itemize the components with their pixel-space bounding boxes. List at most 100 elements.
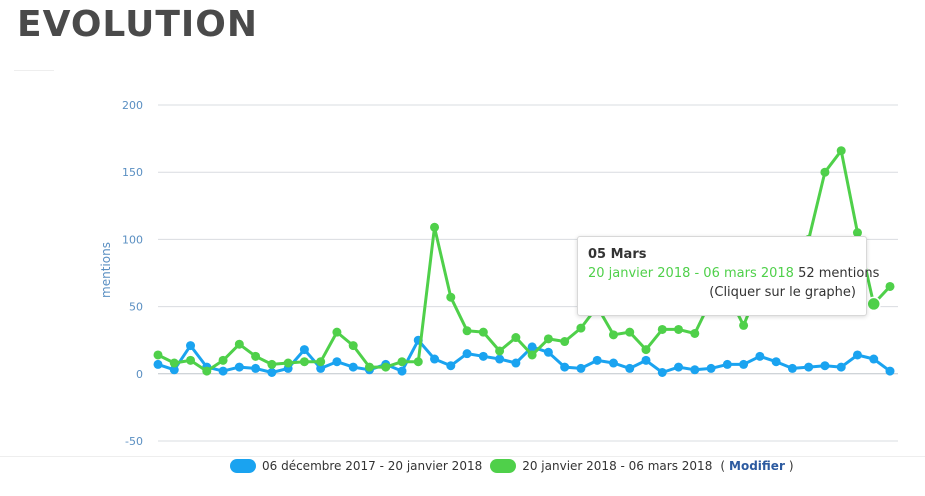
data-point-series-2[interactable] — [820, 167, 830, 177]
y-tick-label: -50 — [125, 435, 143, 448]
data-point-series-2[interactable] — [511, 333, 521, 343]
data-point-series-1[interactable] — [186, 341, 196, 351]
legend-item-period-2[interactable]: 20 janvier 2018 - 06 mars 2018 — [490, 459, 712, 473]
data-point-series-2[interactable] — [446, 292, 456, 302]
data-point-series-2[interactable] — [397, 357, 407, 367]
data-point-series-2[interactable] — [251, 351, 261, 361]
data-point-series-1[interactable] — [771, 357, 781, 367]
data-point-series-1[interactable] — [722, 359, 732, 369]
evolution-line-chart[interactable]: 200 150 100 50 0 -50 mentions — [0, 0, 925, 456]
data-point-series-2[interactable] — [657, 324, 667, 334]
data-point-series-2[interactable] — [674, 324, 684, 334]
data-point-series-1[interactable] — [592, 355, 602, 365]
data-point-series-2[interactable] — [348, 341, 358, 351]
y-tick-label: 50 — [129, 301, 143, 314]
data-point-series-2[interactable] — [576, 323, 586, 333]
data-point-series-2[interactable] — [885, 281, 895, 291]
data-point-series-1[interactable] — [169, 365, 179, 375]
data-point-series-2[interactable] — [234, 339, 244, 349]
legend-open-paren: ( — [720, 459, 726, 473]
legend-label-period-2: 20 janvier 2018 - 06 mars 2018 — [522, 459, 713, 473]
data-point-series-1[interactable] — [852, 350, 862, 360]
data-point-series-2[interactable] — [430, 222, 440, 232]
hovered-data-point[interactable] — [866, 296, 881, 312]
data-point-series-1[interactable] — [787, 363, 797, 373]
data-point-series-2[interactable] — [690, 328, 700, 338]
data-point-series-2[interactable] — [625, 327, 635, 337]
data-point-series-1[interactable] — [511, 358, 521, 368]
data-point-series-1[interactable] — [543, 347, 553, 357]
legend-close-paren: ) — [788, 459, 794, 473]
tooltip-range: 20 janvier 2018 - 06 mars 2018 — [588, 266, 794, 281]
data-point-series-1[interactable] — [657, 367, 667, 377]
legend-swatch-period-1 — [230, 459, 256, 473]
data-point-series-2[interactable] — [283, 358, 293, 368]
data-point-series-2[interactable] — [218, 355, 228, 365]
data-point-series-2[interactable] — [852, 228, 862, 238]
data-point-series-2[interactable] — [543, 334, 553, 344]
data-point-series-1[interactable] — [527, 342, 537, 352]
tooltip-date: 05 Mars — [588, 247, 647, 262]
title-divider — [14, 70, 54, 71]
data-point-series-1[interactable] — [885, 366, 895, 376]
data-point-series-1[interactable] — [869, 354, 879, 364]
data-point-series-1[interactable] — [560, 362, 570, 372]
data-point-series-1[interactable] — [267, 367, 277, 377]
data-point-series-1[interactable] — [706, 363, 716, 373]
data-point-series-1[interactable] — [153, 359, 163, 369]
data-point-series-2[interactable] — [462, 326, 472, 336]
data-point-series-2[interactable] — [364, 362, 374, 372]
data-point-series-2[interactable] — [478, 327, 488, 337]
data-point-series-2[interactable] — [153, 350, 163, 360]
data-point-series-1[interactable] — [625, 363, 635, 373]
data-point-series-1[interactable] — [674, 362, 684, 372]
data-point-series-1[interactable] — [218, 366, 228, 376]
legend-item-period-1[interactable]: 06 décembre 2017 - 20 janvier 2018 — [230, 459, 482, 473]
data-point-series-1[interactable] — [576, 363, 586, 373]
data-point-series-1[interactable] — [690, 365, 700, 375]
data-point-series-2[interactable] — [641, 345, 651, 355]
data-point-series-1[interactable] — [446, 361, 456, 371]
y-axis-label: mentions — [99, 242, 113, 298]
modify-link[interactable]: Modifier — [729, 459, 785, 473]
data-point-series-1[interactable] — [251, 363, 261, 373]
data-point-series-2[interactable] — [527, 350, 537, 360]
tooltip-value: 52 mentions — [798, 266, 880, 281]
data-point-series-2[interactable] — [381, 362, 391, 372]
data-point-series-1[interactable] — [299, 345, 309, 355]
data-point-series-1[interactable] — [234, 362, 244, 372]
data-point-series-1[interactable] — [332, 357, 342, 367]
data-point-series-2[interactable] — [739, 320, 749, 330]
chart-tooltip: 05 Mars 20 janvier 2018 - 06 mars 2018 5… — [577, 236, 879, 316]
data-point-series-2[interactable] — [186, 355, 196, 365]
data-point-series-1[interactable] — [462, 349, 472, 359]
data-point-series-2[interactable] — [169, 358, 179, 368]
data-point-series-1[interactable] — [495, 354, 505, 364]
data-point-series-1[interactable] — [478, 351, 488, 361]
data-point-series-2[interactable] — [413, 357, 423, 367]
legend-swatch-period-2 — [490, 459, 517, 473]
data-point-series-2[interactable] — [202, 366, 212, 376]
data-point-series-1[interactable] — [804, 362, 814, 372]
data-point-series-2[interactable] — [299, 357, 309, 367]
data-point-series-2[interactable] — [316, 357, 326, 367]
data-point-series-2[interactable] — [608, 330, 618, 340]
data-point-series-1[interactable] — [608, 358, 618, 368]
data-point-series-2[interactable] — [560, 337, 570, 347]
data-point-series-2[interactable] — [332, 327, 342, 337]
data-point-series-1[interactable] — [641, 355, 651, 365]
data-point-series-1[interactable] — [397, 366, 407, 376]
data-point-series-1[interactable] — [739, 359, 749, 369]
page-title: EVOLUTION — [17, 4, 258, 45]
data-point-series-2[interactable] — [267, 359, 277, 369]
data-point-series-1[interactable] — [348, 362, 358, 372]
data-point-series-1[interactable] — [430, 354, 440, 364]
data-point-series-1[interactable] — [316, 363, 326, 373]
data-point-series-2[interactable] — [836, 146, 846, 156]
y-tick-label: 200 — [122, 99, 143, 112]
data-point-series-1[interactable] — [836, 362, 846, 372]
y-tick-label: 0 — [136, 368, 143, 381]
data-point-series-2[interactable] — [495, 346, 505, 356]
data-point-series-1[interactable] — [755, 351, 765, 361]
data-point-series-1[interactable] — [820, 361, 830, 371]
